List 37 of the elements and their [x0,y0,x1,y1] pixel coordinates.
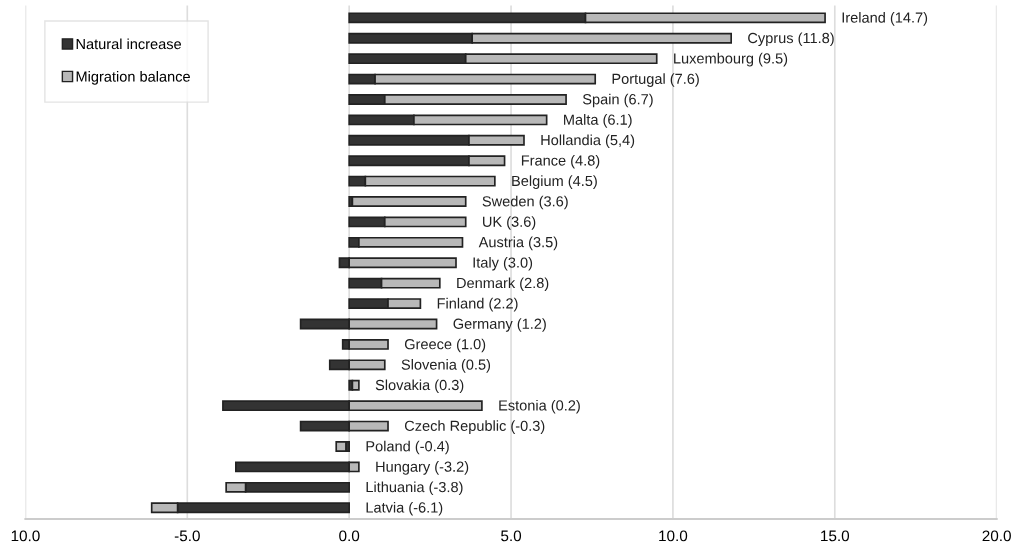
y-tick-label: Czech Republic (-0.3) [404,420,545,434]
y-tick-label: Lithuania (-3.8) [366,481,463,496]
y-tick-label: UK (3.6) [483,216,536,230]
y-tick-label: Austria (3.5) [478,236,558,251]
y-tick-label: Malta (6.1) [564,114,632,128]
x-tick-label: -5.0 [174,530,200,542]
y-tick-label: Ireland (14.7) [842,12,928,26]
y-tick-label: Cyprus (11.8) [748,32,834,47]
y-tick-label: Estonia (0.2) [499,399,580,414]
y-tick-label: Denmark (2.8) [457,277,549,291]
bar [351,196,467,207]
legend-label: Migration balance [76,71,190,85]
y-tick-label: Luxembourg (9.5) [674,52,788,67]
y-tick-label: Portugal (7.6) [612,73,699,87]
x-tick-label: 0.0 [339,530,360,542]
bar [351,379,360,391]
y-tick-label: Hollandia (5,4) [541,134,635,149]
y-tick-label: Italy (3.0) [473,256,533,271]
x-tick-label: 10.0 [11,530,40,542]
y-tick-label: Greece (1.0) [404,338,486,353]
y-tick-label: Spain (6.7) [582,93,653,108]
x-tick-label: 15.0 [821,530,850,542]
y-tick-label: Germany (1.2) [453,318,546,332]
y-tick-label: Slovakia (0.3) [375,379,464,394]
y-tick-label: France (4.8) [521,154,600,169]
x-tick-label: 10.0 [659,530,688,542]
y-tick-label: Finland (2.2) [437,297,518,312]
x-tick-label: 20.0 [982,530,1011,542]
y-tick-label: Slovenia (0.5) [401,359,491,373]
y-tick-label: Latvia (-6.1) [366,501,443,516]
y-tick-label: Hungary (-3.2) [376,461,469,475]
y-tick-label: Poland (-0.4) [366,440,449,455]
legend-label: Natural increase [76,38,182,50]
bar [335,441,347,452]
y-tick-label: Belgium (4.5) [512,175,597,189]
x-tick-label: 5.0 [501,530,522,542]
y-tick-label: Sweden (3.6) [482,195,568,210]
